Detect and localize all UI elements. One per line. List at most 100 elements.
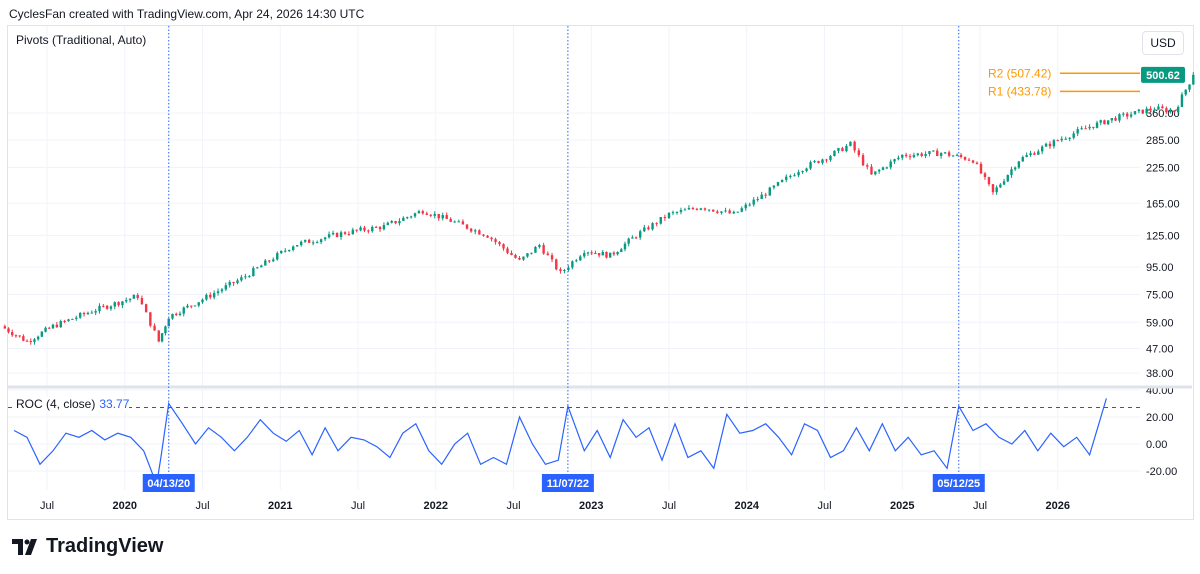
time-tick-label: Jul — [817, 500, 831, 512]
time-tick-label: 2023 — [579, 500, 603, 512]
price-tick-label: 285.00 — [1146, 135, 1180, 147]
candles-group — [3, 72, 1195, 345]
candle — [736, 211, 739, 213]
candle — [707, 209, 711, 211]
candle — [276, 253, 279, 260]
date-marker-label: 05/12/25 — [937, 478, 980, 490]
candle — [1088, 126, 1091, 129]
candle — [175, 313, 178, 315]
candle — [555, 259, 558, 270]
candle — [490, 237, 493, 240]
candle — [67, 319, 70, 322]
candle — [936, 150, 939, 156]
candle — [482, 234, 485, 236]
candle — [776, 182, 780, 186]
candle — [601, 251, 604, 256]
candle — [498, 242, 501, 245]
candle — [616, 252, 619, 255]
currency-button[interactable]: USD — [1142, 31, 1184, 55]
candle — [983, 173, 987, 178]
candle — [514, 254, 517, 258]
candle — [612, 252, 616, 255]
candle — [671, 212, 675, 214]
candle — [167, 318, 170, 327]
candle — [695, 208, 699, 210]
candle — [327, 234, 331, 238]
date-marker-badge — [142, 474, 195, 492]
candle — [140, 298, 144, 305]
candle — [999, 184, 1002, 188]
candle — [402, 217, 405, 221]
candle — [877, 169, 881, 172]
candle — [530, 252, 533, 254]
time-tick-label: 2025 — [890, 500, 914, 512]
candle — [264, 260, 267, 266]
candle — [608, 252, 612, 258]
candle — [1068, 137, 1071, 139]
candle — [209, 294, 212, 298]
candle — [1033, 153, 1036, 155]
candle — [109, 306, 113, 309]
candle — [232, 282, 235, 284]
candle — [963, 157, 967, 160]
candle — [36, 336, 40, 340]
candle — [955, 154, 959, 156]
pivot-label: R2 (507.42) — [988, 66, 1051, 80]
pivots-indicator-title[interactable]: Pivots (Traditional, Auto) — [16, 33, 147, 47]
time-tick-label: 2021 — [268, 500, 292, 512]
candle — [339, 232, 343, 237]
candle — [1010, 169, 1013, 176]
candle — [71, 318, 74, 320]
candle — [303, 239, 307, 242]
candle — [1137, 109, 1141, 112]
candle — [125, 300, 128, 302]
candle — [105, 305, 109, 309]
time-tick-label: Jul — [195, 500, 209, 512]
candle — [691, 207, 695, 209]
candle — [1060, 138, 1063, 141]
candle — [1103, 120, 1106, 125]
candle — [1153, 109, 1156, 111]
candle — [197, 302, 200, 306]
candle — [445, 215, 448, 219]
candle — [833, 150, 836, 157]
candle — [478, 230, 481, 235]
candle — [280, 250, 283, 254]
candle — [583, 253, 586, 257]
candle — [98, 305, 101, 312]
candle — [920, 153, 923, 156]
tradingview-logo[interactable]: TradingView — [12, 535, 163, 558]
roc-indicator-legend[interactable]: ROC (4, close) 33.77 — [16, 397, 130, 411]
candle — [465, 224, 469, 229]
candle — [186, 305, 189, 308]
candle — [1133, 111, 1137, 115]
candle — [1118, 114, 1121, 121]
candle — [1184, 89, 1187, 95]
candle — [853, 141, 856, 151]
price-tick-label: 38.00 — [1146, 368, 1174, 380]
candle — [409, 216, 413, 218]
candle — [793, 175, 796, 177]
candle — [494, 239, 497, 243]
candle — [885, 167, 889, 169]
candle — [1122, 113, 1125, 115]
candle — [437, 213, 440, 219]
candle — [224, 285, 228, 290]
candle — [311, 242, 315, 244]
candle — [728, 210, 731, 214]
roc-tick-label: 20.00 — [1146, 412, 1174, 424]
candle — [841, 148, 844, 152]
candle — [995, 187, 998, 193]
candle — [121, 301, 124, 306]
candle — [1064, 138, 1067, 140]
candle — [252, 268, 255, 277]
price-tick-label: 59.00 — [1146, 317, 1174, 329]
candle — [502, 244, 505, 249]
candle — [343, 232, 347, 234]
candle — [874, 171, 877, 175]
candle — [394, 221, 397, 224]
candle — [1084, 128, 1087, 130]
candle — [48, 327, 51, 329]
